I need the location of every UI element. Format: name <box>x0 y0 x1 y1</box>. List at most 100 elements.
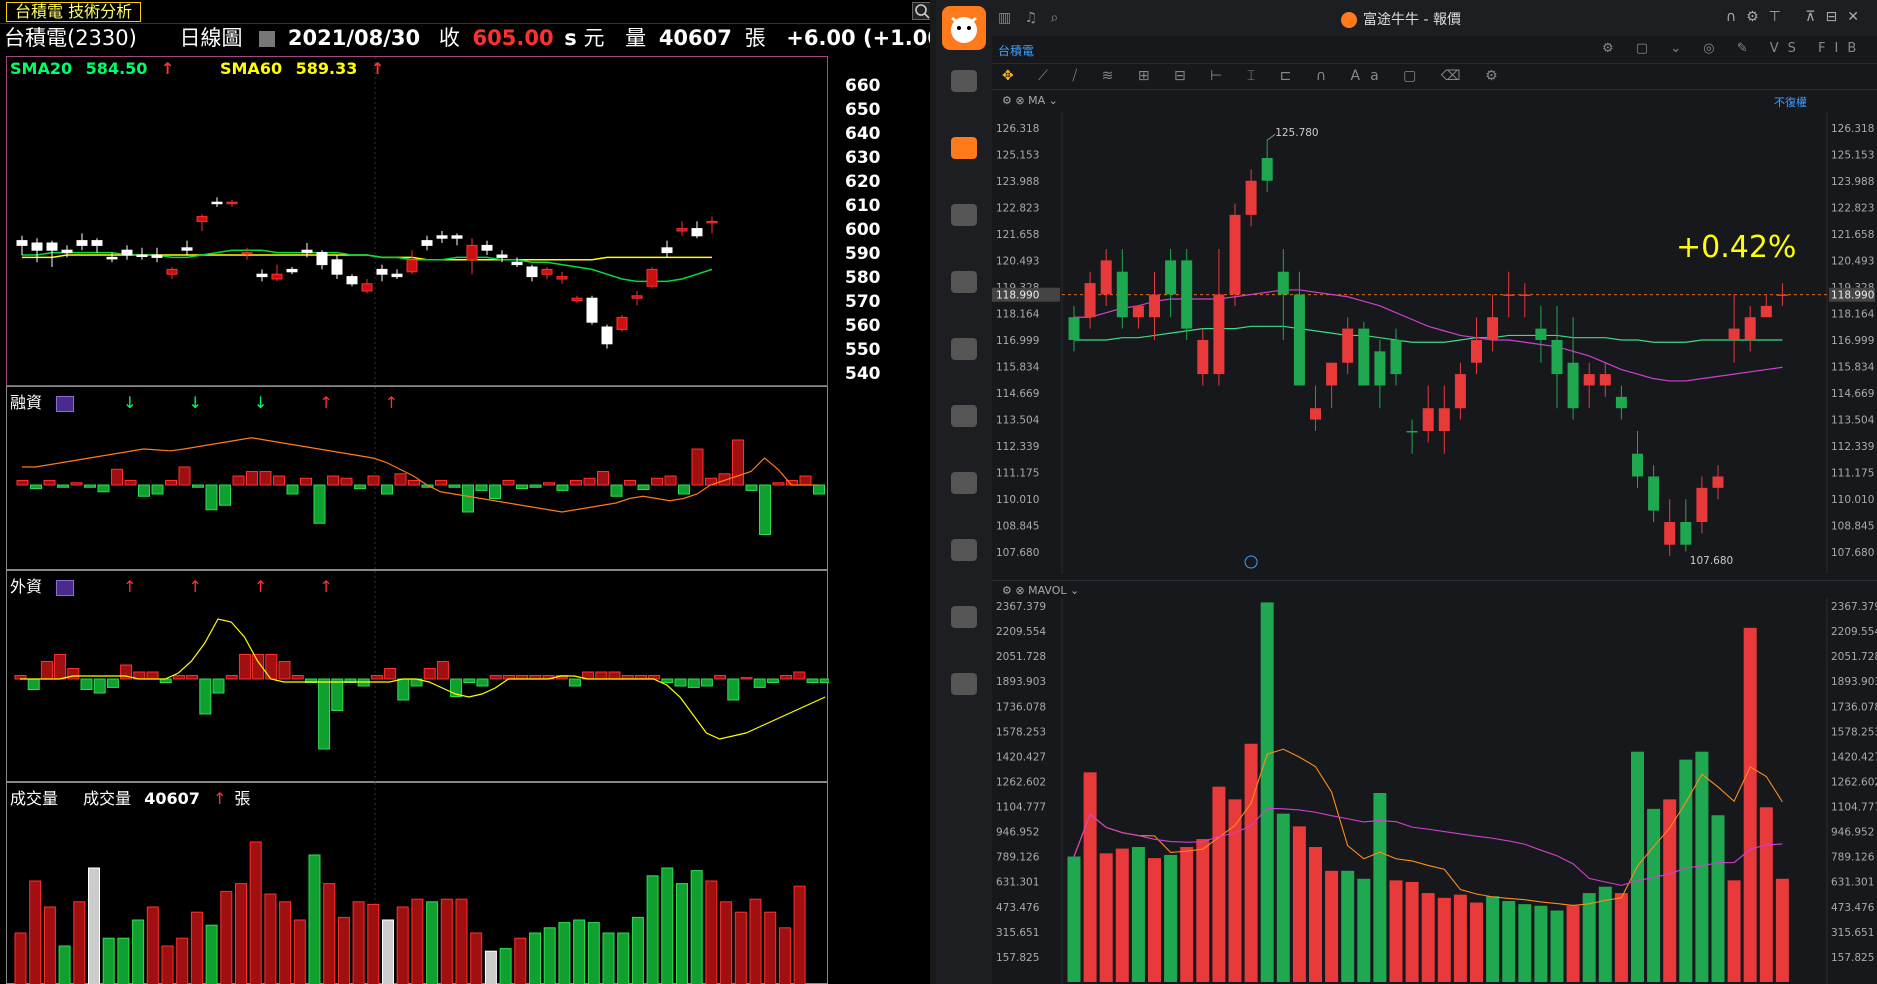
left-tick-label: 111.175 <box>996 467 1039 479</box>
futu-logo[interactable] <box>942 6 986 50</box>
price-tick-label: 600 <box>845 220 881 240</box>
vol-right-tick: 2051.728 <box>1831 651 1877 663</box>
tab-stock[interactable]: 台積電 <box>998 44 1035 58</box>
foreign-bar <box>661 678 674 683</box>
volume-bar <box>264 893 277 984</box>
window-divider <box>930 0 936 984</box>
volume-bar <box>514 937 527 984</box>
candle-body <box>1712 476 1724 488</box>
arrow-icon: ↑ <box>319 577 333 596</box>
sidebar-item-交易[interactable] <box>936 405 992 430</box>
vol-right-tick: 1262.602 <box>1831 776 1877 788</box>
left-tick-label: 114.669 <box>996 388 1039 400</box>
candle-body <box>1760 305 1772 318</box>
left-tick-label: 121.658 <box>996 229 1039 241</box>
margin-bar <box>394 473 407 486</box>
volume-value: 40607 <box>658 26 732 50</box>
futu-volume-chart[interactable]: 2367.379 2367.379 2209.554 2209.554 2051.728… <box>992 598 1877 984</box>
margin-bar <box>489 484 501 499</box>
foreign-bar <box>225 675 238 680</box>
left-header: 台積電(2330) 日線圖 2021/08/30 收 605.00 s 元 量 … <box>4 25 936 51</box>
futu-titlebar: ▥ ♫ ⌕ 富途牛牛 - 報價 ∩⚙⊤ ⊼⊟✕ <box>936 0 1877 36</box>
window-controls[interactable]: ∩⚙⊤ ⊼⊟✕ <box>1725 9 1869 25</box>
candle-body <box>1615 396 1627 409</box>
candle-body <box>1487 317 1499 340</box>
candle-body <box>481 244 493 251</box>
candle-body <box>166 268 178 275</box>
margin-bar <box>772 482 785 486</box>
sidebar-item-組合[interactable] <box>936 338 992 363</box>
sidebar-item-模擬[interactable] <box>936 673 992 698</box>
volume-bar <box>1647 808 1661 982</box>
foreign-bar <box>278 661 291 680</box>
margin-bar <box>610 484 623 497</box>
arrow-icon: ↑ <box>188 577 202 596</box>
vol-right-tick: 1893.903 <box>1831 676 1877 688</box>
volume-bar <box>1099 853 1113 982</box>
volume-bar <box>73 901 86 984</box>
toolbar-icons[interactable]: ⚙ ▢ ⌄ ◎ ✎ VS FIB <box>1602 41 1866 56</box>
candle-body <box>1310 408 1321 420</box>
foreign-bar <box>172 675 185 680</box>
mavol-legend: ⚙ ⊗ MAVOL ⌄ <box>992 580 1877 598</box>
margin-chart[interactable] <box>7 387 829 571</box>
mavol5-line <box>1073 748 1783 906</box>
vol-right-tick: 946.952 <box>1831 827 1874 839</box>
margin-bar <box>192 484 204 488</box>
volume-bar <box>161 945 174 984</box>
sidebar-item-牛牛圈[interactable] <box>936 606 992 631</box>
drawing-toolbar[interactable]: ✥ ⟋ ⧸ ≋ ⊞ ⊟ ⊢ ⌶ ⊏ ∩ Aa ▢ ⌫ ⚙ <box>992 64 1877 90</box>
sidebar-item-消息[interactable] <box>936 539 992 564</box>
volume-bar <box>470 932 483 984</box>
percent-change: +0.42% <box>1676 230 1797 265</box>
dropdown-icon[interactable] <box>259 31 276 47</box>
sidebar-item-資訊[interactable] <box>936 472 992 497</box>
volume-bar <box>14 932 27 984</box>
margin-bar <box>664 475 677 486</box>
candle-body <box>616 316 628 330</box>
left-tick-label: 115.834 <box>996 362 1040 374</box>
candle-body <box>1567 362 1579 409</box>
candle-body <box>1696 487 1708 522</box>
volume-bar <box>1582 893 1596 982</box>
volume-bar <box>367 903 380 984</box>
sidebar-item-報價[interactable] <box>936 137 992 162</box>
margin-bar <box>570 480 582 486</box>
volume-bar <box>602 932 615 984</box>
candle-body <box>181 247 193 251</box>
volume-bar <box>455 898 468 984</box>
volume-bar <box>293 919 306 984</box>
left-tabbar: 台積電 技術分析 <box>0 0 936 24</box>
price-panel: SMA20 584.50 ↑ SMA60 589.33 ↑ <box>6 56 829 387</box>
hammer-icon <box>951 271 977 293</box>
list-icon[interactable] <box>56 395 75 412</box>
volume-bar <box>617 932 630 984</box>
vol-left-tick: 1736.078 <box>996 701 1046 713</box>
sidebar-item-行情[interactable] <box>936 204 992 229</box>
volume-bar <box>382 919 394 984</box>
volume-chart[interactable] <box>7 783 829 984</box>
volume-bar <box>1421 893 1435 982</box>
no-adjust-toggle[interactable]: 不復權 <box>1774 96 1807 109</box>
volume-bar <box>690 870 703 984</box>
volume-bar <box>1453 894 1467 982</box>
price-chart[interactable] <box>7 57 829 387</box>
tab-tech-analysis[interactable]: 台積電 技術分析 <box>6 2 142 22</box>
candle-body <box>61 249 73 254</box>
volume-bar <box>1598 886 1612 982</box>
vol-left-tick: 1893.903 <box>996 676 1046 688</box>
foreign-chart[interactable] <box>7 571 829 783</box>
volume-bar <box>1341 870 1355 982</box>
candle-body <box>556 276 568 280</box>
candle-body <box>1245 180 1257 215</box>
futu-price-chart[interactable]: 126.318 126.318 125.153 125.153 123.988 123.9… <box>992 112 1877 574</box>
candle-body <box>1374 351 1386 386</box>
list-icon[interactable] <box>56 579 75 596</box>
search-icon[interactable] <box>912 2 932 20</box>
margin-bar <box>354 484 366 490</box>
sidebar-item-爆倉[interactable] <box>936 271 992 296</box>
volume-bar <box>132 919 145 984</box>
foreign-panel: 外資 ↑ ↑ ↑ ↑ <box>6 570 829 783</box>
sidebar-item-我的[interactable] <box>936 70 992 95</box>
candle-body <box>511 261 523 266</box>
